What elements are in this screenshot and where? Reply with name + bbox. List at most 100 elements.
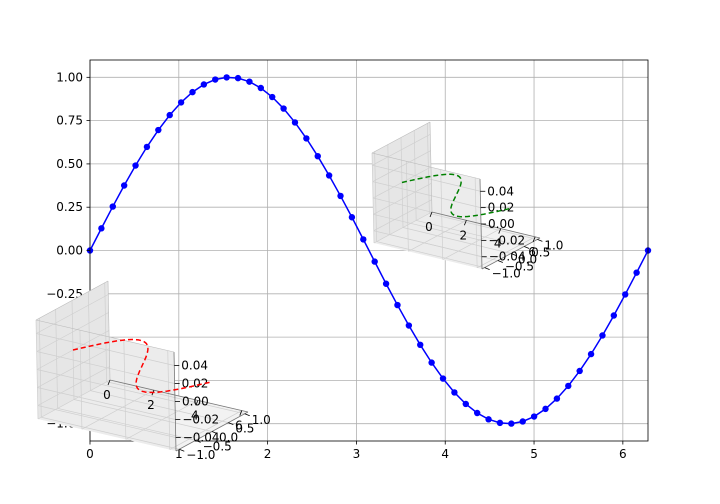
x-tick-label: 2 bbox=[147, 398, 155, 412]
sine-point bbox=[610, 312, 618, 319]
x-tick-label: 4 bbox=[191, 408, 199, 422]
x-tick-mark bbox=[532, 236, 536, 242]
sine-point bbox=[542, 405, 549, 413]
grid-line bbox=[37, 348, 110, 388]
grid-line bbox=[402, 227, 512, 254]
x-tick-label: 6 bbox=[619, 447, 627, 461]
y-tick-label: 1.0 bbox=[544, 238, 563, 252]
x-tick-label: 6 bbox=[528, 245, 536, 259]
grid-line bbox=[37, 366, 110, 406]
y-tick-label: 0.00 bbox=[56, 244, 83, 258]
sine-point bbox=[109, 203, 116, 210]
grid-line bbox=[372, 164, 481, 192]
x-tick-label: 0 bbox=[425, 220, 433, 234]
z-tick-label: −0.02 bbox=[488, 233, 525, 247]
sine-point bbox=[428, 359, 435, 366]
y-tick-label: 1.0 bbox=[252, 413, 271, 427]
grid-line bbox=[416, 220, 525, 247]
x-tick-label: 4 bbox=[494, 237, 502, 251]
grid-line bbox=[73, 399, 213, 432]
sine-point bbox=[303, 135, 310, 142]
x-tick-label: 2 bbox=[460, 228, 468, 242]
inset-3d-green: 0 2 4 6 1.00.50.0−0.5−1.0 0.04 0.02 0.00 −0.02 −0… bbox=[371, 121, 563, 281]
x-tick-mark bbox=[464, 220, 467, 226]
grid-line bbox=[106, 381, 245, 415]
x-axis-line bbox=[431, 211, 541, 239]
grid-line bbox=[36, 369, 176, 402]
grid-line bbox=[373, 214, 482, 241]
z-tick-label: 0.00 bbox=[182, 395, 209, 409]
y-tick-mark bbox=[228, 422, 234, 426]
z-tick-label: 0.00 bbox=[488, 217, 515, 231]
sine-point bbox=[177, 99, 185, 106]
grid-line bbox=[90, 390, 229, 423]
sine-point bbox=[462, 400, 469, 408]
grid-line bbox=[36, 333, 175, 366]
grid-line bbox=[36, 294, 109, 334]
y-tick-mark bbox=[484, 267, 490, 270]
x-tick-mark bbox=[107, 379, 111, 386]
sine-point bbox=[451, 389, 458, 396]
sine-point bbox=[189, 88, 196, 96]
sine-point bbox=[622, 291, 629, 298]
pane-edge bbox=[35, 319, 175, 353]
sine-point bbox=[246, 78, 253, 85]
sine-point bbox=[587, 350, 595, 358]
sine-point bbox=[200, 81, 208, 88]
y-tick-label: −1.0 bbox=[186, 448, 215, 462]
sine-point bbox=[633, 269, 640, 276]
y-tick-label: 0.0 bbox=[518, 253, 537, 267]
sine-point bbox=[405, 322, 413, 329]
y-tick-label: −0.5 bbox=[505, 260, 534, 274]
sine-point bbox=[394, 301, 401, 309]
x-tick-mark bbox=[429, 211, 433, 218]
sine-point bbox=[599, 332, 606, 339]
sine-point bbox=[565, 382, 572, 390]
sine-point bbox=[576, 367, 583, 375]
y-tick-label: 0.5 bbox=[235, 422, 254, 436]
y-tick-label: 0.25 bbox=[56, 200, 83, 214]
sine-point bbox=[257, 84, 265, 92]
main-x-axis: 0 1 2 3 4 5 6 bbox=[86, 441, 627, 461]
y-tick-mark bbox=[497, 260, 503, 263]
x-tick-mark bbox=[498, 228, 502, 234]
x-tick-label: 0 bbox=[103, 388, 111, 402]
y-tick-mark bbox=[524, 246, 530, 249]
y-tick-mark bbox=[244, 413, 250, 417]
x-tick-label: 3 bbox=[353, 447, 361, 461]
sine-point bbox=[519, 418, 526, 425]
grid-line bbox=[41, 416, 180, 450]
z-tick-label: 0.04 bbox=[487, 184, 514, 198]
sine-point bbox=[98, 225, 105, 232]
sine-point bbox=[155, 126, 162, 134]
sine-point bbox=[508, 420, 515, 427]
sine-point bbox=[371, 258, 378, 265]
pane-edge bbox=[371, 152, 481, 180]
grid-line bbox=[376, 241, 485, 268]
sine-point bbox=[269, 93, 276, 101]
y-tick-mark bbox=[195, 439, 201, 443]
x-axis-line bbox=[109, 379, 249, 413]
grid-line bbox=[372, 150, 431, 182]
inset-3d-red: 0 2 4 6 1.00.50.0−0.5−1.0 0.04 0.02 0.00 −0.02 −0… bbox=[35, 280, 271, 462]
sine-point bbox=[280, 105, 287, 112]
curve-3d bbox=[401, 173, 511, 218]
sine-point bbox=[325, 172, 333, 179]
sine-point bbox=[166, 111, 173, 119]
x-tick-mark bbox=[239, 410, 243, 416]
sine-point bbox=[337, 192, 344, 200]
sine-point bbox=[120, 182, 128, 189]
sine-point bbox=[291, 119, 299, 126]
grid-line bbox=[36, 312, 109, 352]
y-tick-label: 0.50 bbox=[56, 157, 83, 171]
sine-point bbox=[223, 74, 230, 81]
x-tick-label: 0 bbox=[86, 447, 94, 461]
sine-point bbox=[314, 152, 321, 160]
y-tick-label: 0.75 bbox=[56, 114, 83, 128]
grid-line bbox=[37, 405, 176, 438]
grid-line bbox=[373, 199, 432, 232]
sine-point bbox=[553, 395, 561, 402]
y-tick-label: 0.5 bbox=[531, 245, 550, 259]
y-tick-label: −0.25 bbox=[46, 287, 83, 301]
